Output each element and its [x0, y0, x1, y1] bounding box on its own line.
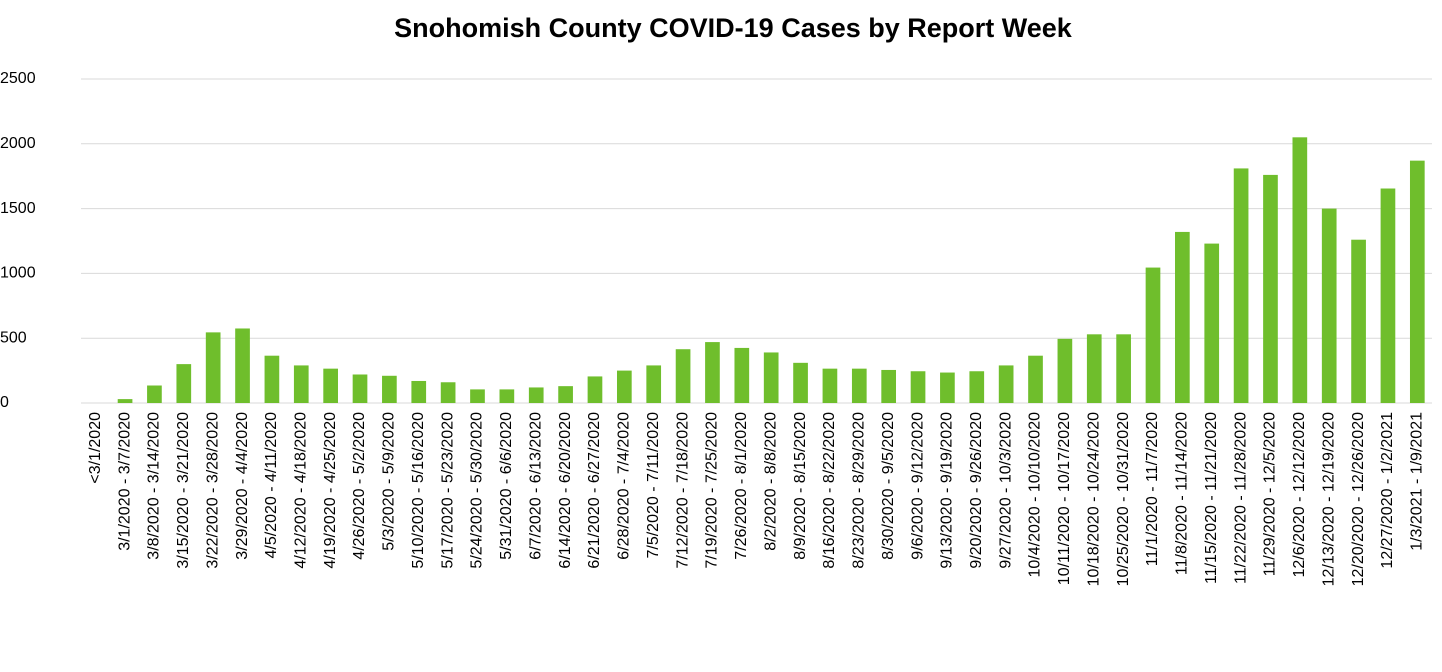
x-tick-label: 4/5/2020 - 4/11/2020: [263, 412, 280, 559]
x-tick-label: 4/12/2020 - 4/18/2020: [292, 412, 309, 569]
x-tick-label: <3/1/2020: [87, 412, 104, 484]
x-tick-label: 3/29/2020 - 4/4/2020: [234, 412, 251, 560]
bar: [1175, 231, 1190, 403]
x-tick-label: 10/18/2020 - 10/24/2020: [1085, 412, 1102, 586]
x-tick-label: 6/14/2020 - 6/20/2020: [557, 412, 574, 569]
bar: [1263, 174, 1278, 403]
bar: [910, 371, 926, 403]
x-tick-label: 6/7/2020 - 6/13/2020: [527, 412, 544, 560]
bar: [1380, 188, 1396, 403]
bar: [822, 368, 838, 403]
bar: [1086, 334, 1102, 403]
bar: [176, 364, 192, 403]
x-tick-label: 9/27/2020 - 10/3/2020: [997, 412, 1014, 569]
x-tick-label: 6/21/2020 - 6/27/2020: [586, 412, 603, 569]
x-tick-label: 7/26/2020 - 8/1/2020: [733, 412, 750, 560]
bar: [587, 376, 603, 403]
bar: [323, 368, 338, 403]
x-tick-label: 12/20/2020 - 12/26/2020: [1350, 412, 1367, 586]
bar: [293, 365, 309, 403]
bar: [205, 332, 221, 403]
x-tick-label: 11/29/2020 - 12/5/2020: [1262, 412, 1279, 576]
x-tick-label: 8/9/2020 - 8/15/2020: [792, 412, 809, 560]
y-tick-label: 2000: [0, 135, 36, 152]
y-tick-label: 1500: [0, 200, 36, 217]
bar: [1057, 338, 1073, 403]
bar: [616, 370, 632, 403]
bar: [734, 347, 750, 403]
x-tick-label: 5/3/2020 - 5/9/2020: [381, 412, 398, 551]
bar: [1233, 168, 1249, 403]
bar: [881, 369, 897, 403]
bar: [1028, 355, 1043, 403]
bar: [705, 342, 720, 403]
x-tick-label: 5/17/2020 - 5/23/2020: [439, 412, 456, 569]
bar: [411, 380, 427, 403]
x-tick-label: 3/15/2020 - 3/21/2020: [175, 412, 192, 569]
bar: [352, 374, 368, 403]
x-tick-label: 10/25/2020 - 10/31/2020: [1115, 412, 1132, 586]
bar: [851, 368, 867, 403]
x-tick-label: 8/2/2020 - 8/8/2020: [762, 412, 779, 551]
bar: [646, 365, 662, 403]
x-tick-label: 11/8/2020 - 11/14/2020: [1174, 412, 1191, 575]
bar: [382, 375, 397, 403]
x-tick-label: 4/26/2020 - 5/2/2020: [351, 412, 368, 560]
x-tick-label: 9/6/2020 - 9/12/2020: [909, 412, 926, 560]
bar: [147, 385, 162, 403]
x-tick-label: 12/13/2020 - 12/19/2020: [1320, 412, 1337, 586]
y-tick-label: 500: [0, 329, 27, 346]
bar: [499, 389, 515, 403]
y-tick-label: 2500: [0, 70, 36, 87]
bar: [969, 371, 985, 403]
x-tick-label: 3/8/2020 - 3/14/2020: [146, 412, 163, 560]
x-tick-label: 11/22/2020 - 11/28/2020: [1232, 412, 1249, 584]
bar: [440, 382, 456, 403]
bar: [1351, 239, 1366, 403]
bar: [998, 365, 1014, 403]
bar: [235, 328, 250, 403]
bar: [1204, 243, 1220, 403]
x-tick-label: 6/28/2020 - 7/4/2020: [616, 412, 633, 560]
y-tick-label: 0: [0, 394, 9, 411]
bar: [1321, 208, 1337, 403]
x-tick-label: 7/19/2020 - 7/25/2020: [704, 412, 721, 569]
x-tick-label: 8/23/2020 - 8/29/2020: [851, 412, 868, 569]
bar: [264, 355, 280, 403]
bar: [1116, 334, 1131, 403]
x-tick-label: 9/20/2020 - 9/26/2020: [968, 412, 985, 569]
x-tick-label: 11/15/2020 - 11/21/2020: [1203, 412, 1220, 584]
x-tick-label: 1/3/2021 - 1/9/2021: [1409, 412, 1426, 551]
bar: [470, 389, 485, 403]
x-tick-label: 11/1/2020 - 11/7/2020: [1144, 412, 1161, 566]
y-tick-label: 1000: [0, 265, 36, 282]
chart-title: Snohomish County COVID-19 Cases by Repor…: [394, 13, 1073, 43]
x-tick-label: 5/24/2020 - 5/30/2020: [469, 412, 486, 569]
x-tick-label: 8/30/2020 - 9/5/2020: [880, 412, 897, 560]
x-tick-label: 10/4/2020 - 10/10/2020: [1027, 412, 1044, 578]
x-tick-label: 7/5/2020 - 7/11/2020: [645, 412, 662, 559]
bar: [1292, 137, 1308, 403]
bar: [675, 349, 691, 403]
x-tick-label: 9/13/2020 - 9/19/2020: [939, 412, 956, 569]
x-tick-label: 3/22/2020 - 3/28/2020: [204, 412, 221, 569]
bar: [117, 399, 133, 403]
bar: [940, 372, 955, 403]
bar: [558, 386, 573, 403]
x-tick-label: 8/16/2020 - 8/22/2020: [821, 412, 838, 569]
x-tick-label: 10/11/2020 - 10/17/2020: [1056, 412, 1073, 585]
x-tick-label: 7/12/2020 - 7/18/2020: [674, 412, 691, 569]
x-tick-label: 12/27/2020 - 1/2/2021: [1379, 412, 1396, 569]
x-tick-label: 12/6/2020 - 12/12/2020: [1291, 412, 1308, 578]
bar: [1409, 160, 1425, 403]
bar: [793, 362, 808, 403]
bar: [1145, 267, 1161, 403]
x-tick-label: 5/10/2020 - 5/16/2020: [410, 412, 427, 569]
x-tick-label: 5/31/2020 - 6/6/2020: [498, 412, 515, 560]
bar: [528, 387, 544, 403]
x-tick-label: 3/1/2020 - 3/7/2020: [116, 412, 133, 551]
x-tick-label: 4/19/2020 - 4/25/2020: [322, 412, 339, 569]
bar: [763, 352, 779, 403]
